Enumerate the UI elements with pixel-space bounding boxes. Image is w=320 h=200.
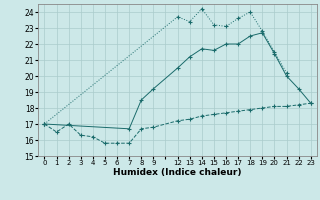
X-axis label: Humidex (Indice chaleur): Humidex (Indice chaleur) — [113, 168, 242, 177]
